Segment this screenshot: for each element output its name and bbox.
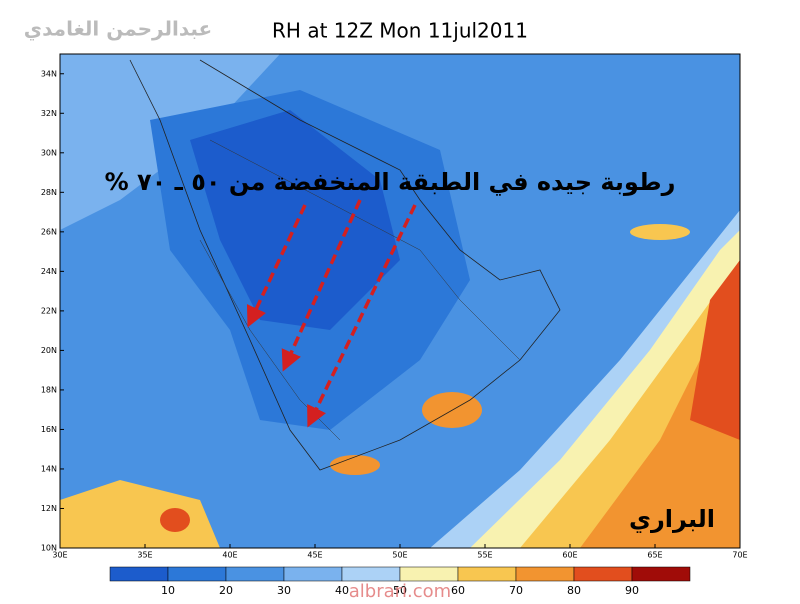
- lat-label: 30N: [41, 148, 57, 157]
- lon-label: 45E: [307, 551, 322, 560]
- colorbar-box: [399, 566, 459, 582]
- lon-label: 65E: [647, 551, 662, 560]
- colorbar-label: 90: [625, 584, 639, 597]
- lat-label: 10N: [41, 544, 57, 553]
- lat-label: 12N: [41, 504, 57, 513]
- lat-label: 26N: [41, 227, 57, 236]
- colorbar-label: 30: [277, 584, 291, 597]
- annotation: رطوبة جيده في الطبقة المنخفضة من ٥٠ ـ ٧٠…: [105, 168, 676, 196]
- colorbar-label: 70: [509, 584, 523, 597]
- lon-label: 55E: [477, 551, 492, 560]
- colorbar: 10 20 30 40 50 60 70 80 90: [109, 566, 691, 597]
- colorbar-box: [457, 566, 517, 582]
- colorbar-box: [225, 566, 285, 582]
- colorbar-label: 20: [219, 584, 233, 597]
- lat-label: 14N: [41, 464, 57, 473]
- author: عبدالرحمن الغامدي: [24, 17, 212, 42]
- signature: البراري: [629, 505, 715, 533]
- colorbar-box: [515, 566, 575, 582]
- colorbar-label: 10: [161, 584, 175, 597]
- lat-label: 24N: [41, 267, 57, 276]
- lon-label: 70E: [732, 551, 747, 560]
- arrows: [246, 199, 417, 428]
- lon-label: 60E: [562, 551, 577, 560]
- lat-label: 32N: [41, 109, 57, 118]
- lat-label: 20N: [41, 346, 57, 355]
- colorbar-box: [109, 566, 169, 582]
- colorbar-box: [631, 566, 691, 582]
- lon-label: 30E: [52, 551, 67, 560]
- lon-label: 35E: [137, 551, 152, 560]
- lat-label: 34N: [41, 69, 57, 78]
- colorbar-box: [167, 566, 227, 582]
- lon-label: 50E: [392, 551, 407, 560]
- lat-label: 22N: [41, 306, 57, 315]
- colorbar-label: 40: [335, 584, 349, 597]
- title: RH at 12Z Mon 11jul2011: [272, 19, 528, 43]
- colorbar-box: [341, 566, 401, 582]
- lat-label: 18N: [41, 385, 57, 394]
- colorbar-box: [573, 566, 633, 582]
- map-field: [60, 54, 740, 548]
- watermark: albrari.com: [349, 581, 451, 600]
- lat-label: 16N: [41, 425, 57, 434]
- lat-label: 28N: [41, 188, 57, 197]
- colorbar-box: [283, 566, 343, 582]
- axes: 10N 12N 14N 16N 18N 20N 22N 24N 26N 28N 30N 32N 34N 3…: [41, 69, 748, 559]
- lon-label: 40E: [222, 551, 237, 560]
- colorbar-label: 80: [567, 584, 581, 597]
- colorbar-label: 60: [451, 584, 465, 597]
- colorbar-label: 50: [393, 584, 407, 597]
